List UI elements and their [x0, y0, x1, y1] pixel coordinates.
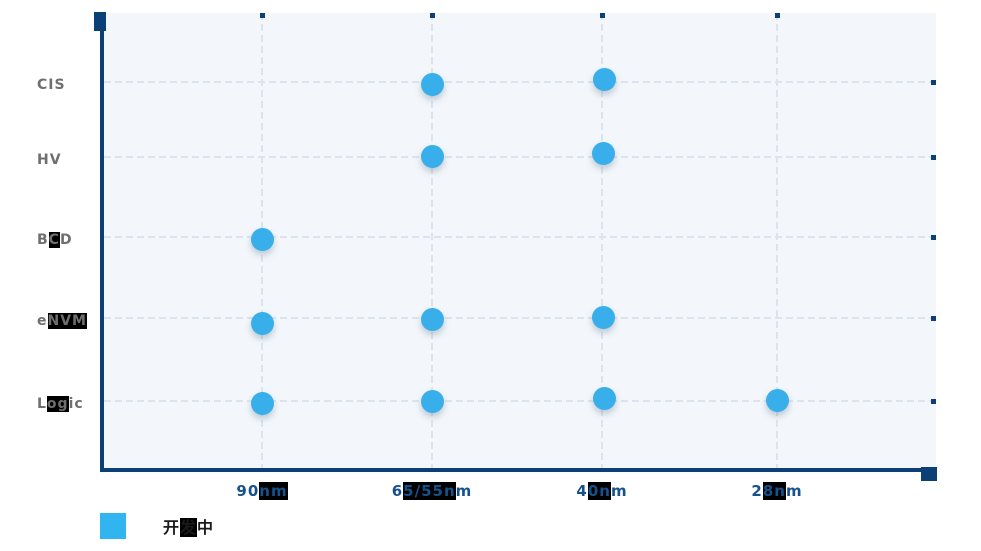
- horizontal-gridline: [104, 317, 936, 319]
- y-axis-label: CIS: [37, 77, 66, 93]
- horizontal-gridline: [104, 81, 936, 83]
- x-axis-label: 65/55nm: [362, 482, 502, 500]
- y-axis-line: [100, 13, 104, 471]
- scatter-point[interactable]: [592, 67, 616, 91]
- scatter-point[interactable]: [420, 72, 444, 96]
- horizontal-gridline: [104, 236, 936, 238]
- scatter-point[interactable]: [420, 307, 444, 331]
- label-segment-boxed: og: [46, 396, 69, 412]
- y-axis-label: HV: [37, 152, 62, 168]
- label-segment: m: [455, 482, 473, 500]
- label-segment: CIS: [37, 77, 66, 93]
- x-axis-label: 90nm: [192, 482, 332, 500]
- x-axis-cap: [921, 467, 937, 481]
- label-segment: D: [59, 232, 73, 248]
- label-segment-boxed: 0n: [587, 482, 611, 500]
- y-axis-label: eNVM: [37, 313, 87, 329]
- scatter-point[interactable]: [765, 388, 789, 412]
- label-segment-boxed: C: [48, 232, 60, 248]
- label-segment: 中: [197, 518, 215, 537]
- scatter-point[interactable]: [250, 391, 274, 415]
- label-segment: 2: [751, 482, 763, 500]
- scatter-point[interactable]: [591, 305, 615, 329]
- label-segment-boxed: 5/55n: [403, 482, 456, 500]
- label-segment: L: [37, 396, 47, 412]
- x-axis-tick: [430, 13, 435, 18]
- scatter-point[interactable]: [250, 227, 274, 251]
- y-axis-tick: [931, 399, 936, 404]
- scatter-point[interactable]: [592, 386, 616, 410]
- y-axis-label: Logic: [37, 396, 84, 412]
- horizontal-gridline: [104, 156, 936, 158]
- y-axis-cap: [94, 12, 106, 31]
- vertical-gridline: [776, 13, 778, 469]
- x-axis-line: [100, 468, 921, 472]
- scatter-point[interactable]: [591, 141, 615, 165]
- label-segment: m: [785, 482, 803, 500]
- label-segment: 4: [576, 482, 588, 500]
- label-segment: 90: [236, 482, 260, 500]
- scatter-point[interactable]: [420, 144, 444, 168]
- label-segment: HV: [37, 152, 62, 168]
- label-segment: B: [37, 232, 49, 248]
- y-axis-tick: [931, 235, 936, 240]
- scatter-point[interactable]: [250, 311, 274, 335]
- y-axis-tick: [931, 80, 936, 85]
- label-segment-boxed: NVM: [47, 313, 87, 329]
- legend-swatch[interactable]: [100, 513, 126, 539]
- label-segment-boxed: 发: [180, 518, 198, 537]
- y-axis-tick: [931, 155, 936, 160]
- x-axis-tick: [600, 13, 605, 18]
- label-segment: ic: [68, 396, 84, 412]
- x-axis-tick: [260, 13, 265, 18]
- label-segment-boxed: 8n: [762, 482, 786, 500]
- label-segment: 6: [391, 482, 404, 500]
- label-segment: e: [37, 313, 48, 329]
- label-segment: m: [610, 482, 628, 500]
- legend-label: 开发中: [163, 514, 214, 538]
- x-axis-label: 28nm: [707, 482, 847, 500]
- label-segment-boxed: nm: [259, 482, 288, 500]
- label-segment: 开: [163, 518, 181, 537]
- plot-area: [104, 13, 936, 469]
- legend-item[interactable]: 开发中: [100, 513, 214, 539]
- vertical-gridline: [431, 13, 433, 469]
- y-axis-label: BCD: [37, 232, 73, 248]
- horizontal-gridline: [104, 400, 936, 402]
- scatter-point[interactable]: [420, 389, 444, 413]
- y-axis-tick: [931, 316, 936, 321]
- vertical-gridline: [601, 13, 603, 469]
- x-axis-label: 40nm: [532, 482, 672, 500]
- x-axis-tick: [775, 13, 780, 18]
